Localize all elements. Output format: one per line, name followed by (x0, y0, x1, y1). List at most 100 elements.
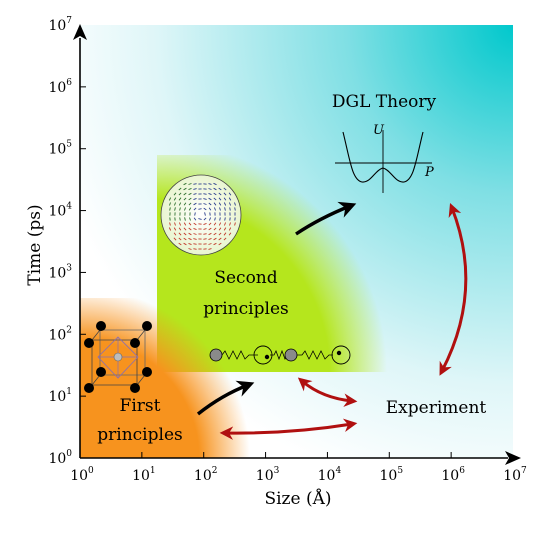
polarization-arrow (208, 232, 212, 236)
polarization-arrow (178, 187, 182, 191)
polarization-arrow (188, 183, 192, 185)
polarization-arrow (234, 202, 236, 206)
polarization-arrow (203, 228, 207, 230)
experiment-label: Experiment (386, 398, 487, 418)
polarization-arrow (174, 222, 176, 226)
corner-atom (130, 338, 140, 348)
x-tick-label: 102 (194, 466, 218, 484)
corner-atom (96, 367, 106, 377)
y-tick-label: 104 (48, 202, 72, 220)
polarization-arrow (193, 222, 197, 226)
polarization-arrow (178, 232, 182, 236)
polarization-arrow (188, 222, 192, 226)
polarization-arrow (223, 232, 227, 236)
double-well-curve (342, 131, 424, 183)
polarization-arrow (218, 197, 222, 201)
polarization-arrow (183, 222, 187, 226)
polarization-arrow (173, 232, 177, 236)
polarization-arrow (169, 207, 171, 211)
corner-atom (142, 321, 152, 331)
y-axis-arrowhead (73, 24, 87, 40)
x-tick-label: 101 (132, 466, 156, 484)
polarization-arrow (203, 222, 207, 226)
polarization-arrow (223, 187, 227, 191)
spring-segment (296, 350, 333, 360)
polarization-arrow (173, 237, 177, 241)
y-tick-label: 106 (48, 78, 72, 96)
polarization-arrow (173, 227, 177, 231)
x-tick-label: 107 (503, 466, 527, 484)
first-principles-label-line2: principles (97, 425, 182, 445)
spring-atom-core (264, 354, 270, 360)
polarization-arrow (188, 237, 192, 241)
polarization-arrow (218, 222, 222, 226)
polarization-arrow (188, 242, 192, 246)
polarization-arrow (218, 227, 222, 231)
polarization-arrow (223, 192, 227, 196)
x-tick-label: 104 (318, 466, 342, 484)
polarization-arrow (223, 222, 227, 226)
corner-atom (142, 367, 152, 377)
polarization-arrow (224, 217, 226, 221)
x-axis-arrowhead (505, 451, 521, 465)
polarization-arrow (193, 197, 197, 201)
polarization-arrow (213, 187, 217, 191)
polarization-arrow (218, 202, 222, 206)
polarization-arrow (183, 197, 187, 201)
polarization-arrow (188, 248, 192, 250)
polarization-arrow (193, 227, 197, 231)
polarization-arrow (178, 227, 182, 231)
cell-edge (91, 329, 101, 341)
polarization-arrow (188, 187, 192, 191)
cell-edge (91, 374, 101, 386)
polarization-arrow (188, 202, 192, 206)
y-tick-marks (80, 86, 86, 397)
spring-segment (216, 350, 258, 360)
polarization-arrow (203, 193, 207, 195)
polarization-arrow (213, 207, 217, 211)
arrow-first-experiment (219, 418, 358, 440)
y-tick-label: 100 (48, 449, 72, 467)
polarization-arrow (188, 197, 192, 201)
spring-atom-grey (284, 348, 298, 362)
spring-atom-grey (209, 348, 223, 362)
y-tick-label: 101 (48, 387, 72, 405)
polarization-vortex-arrows (168, 182, 236, 250)
polarization-arrow (193, 243, 197, 245)
spring-atom-shell (253, 345, 273, 365)
y-tick-label: 105 (48, 140, 72, 158)
y-tick-labels: 100 101 102 103 104 105 106 107 (48, 16, 72, 467)
polarization-arrow (178, 202, 182, 206)
polarization-arrow (223, 227, 227, 231)
polarization-arrow (214, 217, 216, 221)
polarization-arrow (178, 222, 182, 226)
x-tick-label: 105 (380, 466, 404, 484)
polarization-arrow (208, 217, 212, 221)
polarization-arrow (193, 217, 197, 221)
polarization-arrow (183, 207, 187, 211)
polarization-texture-disk (160, 174, 242, 256)
second-principles-group: Second principles (160, 174, 351, 365)
polarization-arrow (213, 202, 217, 206)
region-backgrounds (80, 25, 513, 458)
perovskite-unit-cell (84, 321, 152, 393)
polarization-arrow (183, 242, 187, 246)
arrow-dgl-experiment (439, 202, 468, 376)
polarization-arrow (193, 207, 197, 211)
first-principles-group: First principles (84, 321, 183, 445)
cell-edge (136, 374, 146, 386)
polarization-arrow (208, 248, 212, 250)
polarization-arrow (228, 232, 232, 236)
polarization-arrow (204, 212, 206, 216)
second-principles-label-line1: Second (214, 268, 277, 288)
polarization-arrow (198, 218, 202, 220)
polarization-arrow (213, 182, 217, 186)
polarization-arrow (183, 227, 187, 231)
polarization-arrow (198, 208, 202, 210)
polarization-arrow (189, 217, 191, 221)
polarization-arrow (203, 203, 207, 205)
polarization-arrow (219, 207, 221, 211)
x-tick-label: 106 (441, 466, 465, 484)
polarization-arrow (178, 242, 182, 246)
x-tick-label: 103 (256, 466, 280, 484)
